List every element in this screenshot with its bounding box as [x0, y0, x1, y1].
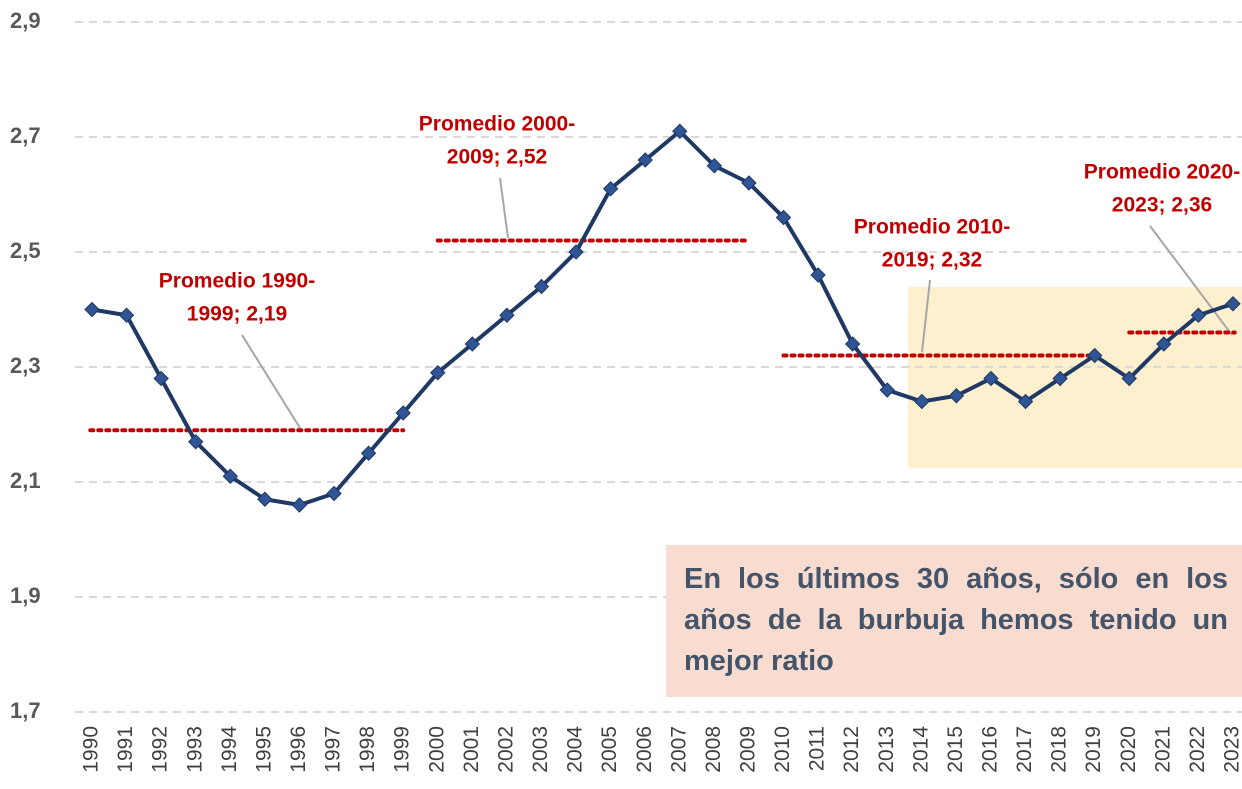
x-tick-label: 2013: [875, 726, 898, 773]
x-tick-label: 2015: [944, 726, 967, 773]
x-tick-label: 2006: [633, 726, 656, 773]
x-tick-label: 2010: [771, 726, 794, 773]
data-point: [844, 336, 861, 352]
x-tick-label: 1992: [149, 726, 172, 773]
data-point: [118, 307, 135, 323]
average-label: 2019; 2,32: [882, 249, 982, 272]
data-point: [395, 405, 411, 421]
x-tick-label: 2018: [1048, 726, 1071, 773]
series-line: [91, 129, 1234, 507]
data-point: [291, 497, 308, 513]
data-point: [1017, 393, 1034, 410]
average-label: 2009; 2,52: [447, 146, 547, 169]
leader-line: [921, 279, 931, 353]
y-tick-label: 1,9: [10, 583, 41, 608]
leader-line: [499, 177, 509, 239]
leader-line: [241, 334, 301, 429]
x-tick-label: 2002: [494, 726, 517, 773]
x-tick-label: 1995: [252, 726, 275, 773]
highlight-area: [908, 287, 1242, 468]
data-point: [326, 485, 342, 502]
x-tick-label: 2007: [667, 726, 690, 773]
data-point: [775, 209, 792, 226]
y-tick-label: 2,5: [10, 238, 41, 263]
data-point: [464, 336, 481, 352]
x-tick-label: 1991: [114, 726, 137, 773]
data-point: [741, 175, 757, 191]
y-tick-label: 1,7: [10, 698, 41, 723]
y-tick-label: 2,7: [10, 123, 41, 148]
leader-line: [1149, 225, 1233, 336]
average-label: Promedio 2020-: [1084, 161, 1240, 184]
y-tick-label: 2,9: [10, 8, 41, 33]
x-tick-label: 2008: [702, 726, 725, 773]
average-label: Promedio 2000-: [419, 113, 575, 136]
data-point: [1190, 307, 1207, 323]
data-point: [257, 491, 273, 507]
data-point: [672, 123, 688, 139]
x-tick-label: 2001: [460, 726, 483, 773]
data-point: [602, 181, 619, 197]
data-point: [188, 434, 204, 450]
data-point: [1225, 296, 1241, 312]
data-point: [1121, 370, 1137, 387]
x-tick-label: 2011: [806, 726, 829, 771]
y-tick-label: 2,3: [10, 353, 41, 378]
note-box: En los últimos 30 años, sólo en los años…: [666, 545, 1242, 697]
data-point: [810, 267, 826, 283]
x-tick-label: 2016: [979, 726, 1002, 773]
x-tick-label: 2009: [736, 726, 759, 773]
data-point: [499, 307, 515, 323]
data-point: [1086, 347, 1103, 364]
x-tick-label: 2000: [425, 726, 448, 773]
data-point: [222, 468, 239, 484]
data-point: [360, 445, 377, 461]
data-point: [1052, 370, 1068, 387]
average-label: Promedio 2010-: [854, 216, 1010, 239]
data-point: [153, 370, 169, 387]
x-tick-label: 2023: [1221, 726, 1242, 773]
x-tick-label: 1997: [322, 726, 345, 773]
x-tick-label: 1993: [183, 726, 206, 773]
data-point: [983, 370, 999, 387]
x-tick-label: 2020: [1117, 726, 1140, 773]
x-tick-label: 2019: [1082, 726, 1105, 773]
data-point: [637, 152, 653, 168]
x-tick-label: 1996: [287, 726, 310, 773]
x-tick-label: 1998: [356, 726, 379, 773]
x-tick-label: 2014: [909, 726, 932, 773]
average-label: 1999; 2,19: [187, 303, 287, 326]
x-tick-label: 2022: [1186, 726, 1209, 773]
data-point: [948, 388, 965, 404]
y-tick-label: 2,1: [10, 468, 41, 493]
data-point: [1156, 336, 1172, 352]
x-tick-label: 1990: [80, 726, 103, 773]
x-tick-label: 2003: [529, 726, 552, 773]
average-label: Promedio 1990-: [159, 270, 315, 293]
x-tick-label: 1999: [391, 726, 414, 773]
data-point: [533, 278, 550, 295]
x-tick-label: 2012: [840, 726, 863, 773]
x-tick-label: 2005: [598, 726, 621, 773]
data-point: [568, 244, 584, 260]
x-tick-label: 2004: [564, 726, 587, 773]
data-point: [84, 301, 100, 318]
average-label: 2023; 2,36: [1112, 194, 1212, 217]
data-point: [706, 158, 723, 174]
data-point: [879, 382, 895, 398]
x-tick-label: 2021: [1151, 726, 1174, 773]
data-point: [430, 365, 446, 381]
x-tick-label: 2017: [1013, 726, 1036, 773]
data-point: [914, 393, 930, 410]
x-tick-label: 1994: [218, 726, 241, 773]
